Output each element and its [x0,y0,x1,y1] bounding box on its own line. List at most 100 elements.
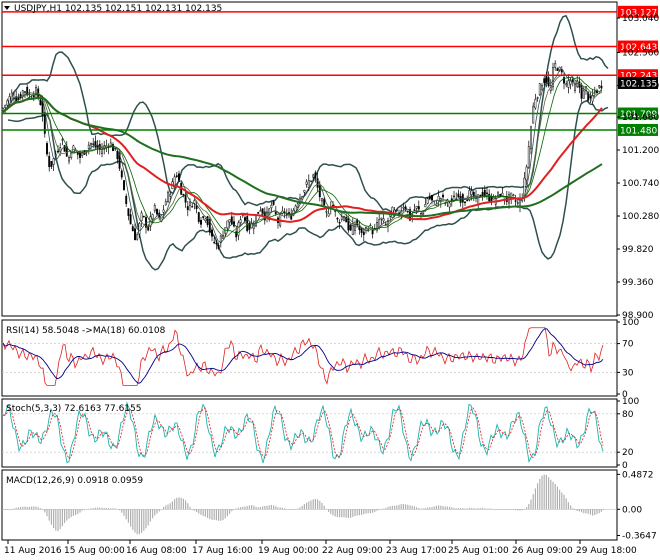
macd-histogram-bar [420,508,422,510]
rsi-y-tick-label: 70 [622,340,634,350]
macd-histogram-bar [336,509,338,518]
macd-histogram-bar [264,506,266,510]
macd-histogram-bar [226,509,228,517]
candle-body [63,145,66,152]
macd-histogram-bar [171,501,173,510]
candle-body [96,144,99,149]
candle-body [230,216,233,225]
macd-histogram-bar [330,509,332,514]
macd-histogram-bar [182,498,184,510]
rsi-y-tick-label: 30 [622,368,634,378]
candle-body [565,83,568,86]
candle-body [527,146,530,168]
candle-body [127,208,130,216]
macd-histogram-bar [141,509,143,533]
candle-body [50,161,53,167]
macd-histogram-bar [81,509,83,511]
macd-histogram-bar [510,509,512,510]
candle-body [448,202,451,208]
macd-histogram-bar [112,508,114,510]
candle-body [237,222,240,236]
macd-histogram-bar [20,506,22,510]
macd-histogram-bar [378,509,380,510]
candle-body [182,194,185,196]
macd-histogram-bar [589,509,591,515]
macd-histogram-bar [90,508,92,510]
candle-body [24,91,26,93]
macd-histogram-bar [200,509,202,515]
macd-histogram-bar [295,508,297,510]
macd-histogram-bar [55,509,57,531]
macd-panel [1,469,618,541]
macd-histogram-bar [361,509,363,515]
candle-body [4,104,7,108]
macd-histogram-bar [202,509,204,516]
macd-histogram-bar [561,492,563,510]
macd-histogram-bar [433,506,435,510]
macd-histogram-bar [88,508,90,510]
candle-body [362,231,365,236]
macd-histogram-bar [578,509,580,512]
candle-body [184,195,187,203]
macd-histogram-bar [169,503,171,510]
candle-body [415,206,418,209]
macd-histogram-bar [301,505,303,510]
macd-histogram-bar [35,506,37,510]
macd-histogram-bar [134,509,136,533]
macd-histogram-bar [24,506,26,510]
price-y-tick-label: 102.560 [622,48,659,58]
macd-histogram-bar [193,509,195,511]
macd-histogram-bar [154,509,156,516]
candle-body [57,150,59,153]
candle-body [87,144,90,149]
macd-histogram-bar [290,509,292,510]
macd-histogram-bar [383,508,385,510]
candle-body [468,190,471,201]
price-panel [1,1,618,317]
rsi-panel [1,319,618,397]
macd-histogram-bar [105,508,107,510]
ma-fast-3 [1,77,603,234]
macd-histogram-bar [490,508,492,510]
candle-body [204,218,207,222]
macd-histogram-bar [167,504,169,510]
macd-histogram-bar [312,499,314,510]
dropdown-arrow-icon[interactable] [4,6,10,10]
price-header: USDJPY,H1 102.135 102.151 102.131 102.13… [14,4,222,14]
macd-histogram-bar [281,507,283,510]
candle-body [442,194,444,198]
candle-body [437,196,440,202]
macd-histogram-bar [583,509,585,514]
x-tick-label: 15 Aug 00:00 [64,546,125,556]
candle-body [422,213,425,216]
candle-body [457,193,460,198]
macd-histogram-bar [495,509,497,510]
candle-body [129,214,132,225]
macd-histogram-bar [545,474,547,510]
candle-body [299,197,301,204]
macd-histogram-bar [114,508,116,510]
macd-histogram-bar [158,509,160,512]
level-tag [618,5,658,18]
candle-body [384,223,387,226]
macd-histogram-bar [317,499,319,510]
candle-body [497,191,499,196]
rsi-line [2,327,604,386]
macd-histogram-bar [279,507,281,510]
ma-200-green [1,96,603,218]
macd-histogram-bar [303,504,305,510]
macd-histogram-bar [174,499,176,510]
macd-histogram-bar [369,509,371,514]
macd-histogram-bar [539,479,541,510]
macd-histogram-bar [94,507,96,510]
macd-histogram-bar [53,509,55,529]
macd-histogram-bar [196,509,198,513]
candle-body [138,223,141,235]
candle-body [217,244,220,249]
macd-histogram-bar [413,506,415,510]
price-y-tick-label: 99.820 [622,245,654,255]
macd-histogram-bar [400,504,402,510]
macd-histogram-bar [229,509,231,514]
macd-histogram-bar [424,507,426,510]
macd-histogram-bar [365,509,367,514]
